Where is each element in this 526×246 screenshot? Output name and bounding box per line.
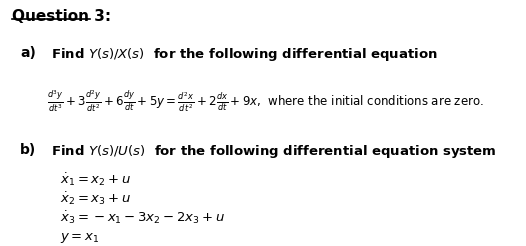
Text: $\dot{x}_2 = x_3 + u$: $\dot{x}_2 = x_3 + u$	[59, 190, 130, 207]
Text: a): a)	[21, 46, 36, 60]
Text: $\dot{x}_3 = -x_1 - 3x_2 - 2x_3 + u$: $\dot{x}_3 = -x_1 - 3x_2 - 2x_3 + u$	[59, 209, 225, 226]
Text: $\frac{d^3y}{dt^3}+3\frac{d^2y}{dt^2}+6\frac{dy}{dt}+5y=\frac{d^2x}{dt^2}+2\frac: $\frac{d^3y}{dt^3}+3\frac{d^2y}{dt^2}+6\…	[46, 88, 483, 114]
Text: $\dot{x}_1 = x_2 + u$: $\dot{x}_1 = x_2 + u$	[59, 171, 130, 188]
Text: b): b)	[21, 143, 36, 157]
Text: Find $Y(s)/X(s)$  for the following differential equation: Find $Y(s)/X(s)$ for the following diffe…	[51, 46, 438, 62]
Text: Find $Y(s)/U(s)$  for the following differential equation system: Find $Y(s)/U(s)$ for the following diffe…	[51, 143, 497, 160]
Text: $y = x_1$: $y = x_1$	[59, 231, 99, 245]
Text: Question 3:: Question 3:	[12, 9, 110, 24]
